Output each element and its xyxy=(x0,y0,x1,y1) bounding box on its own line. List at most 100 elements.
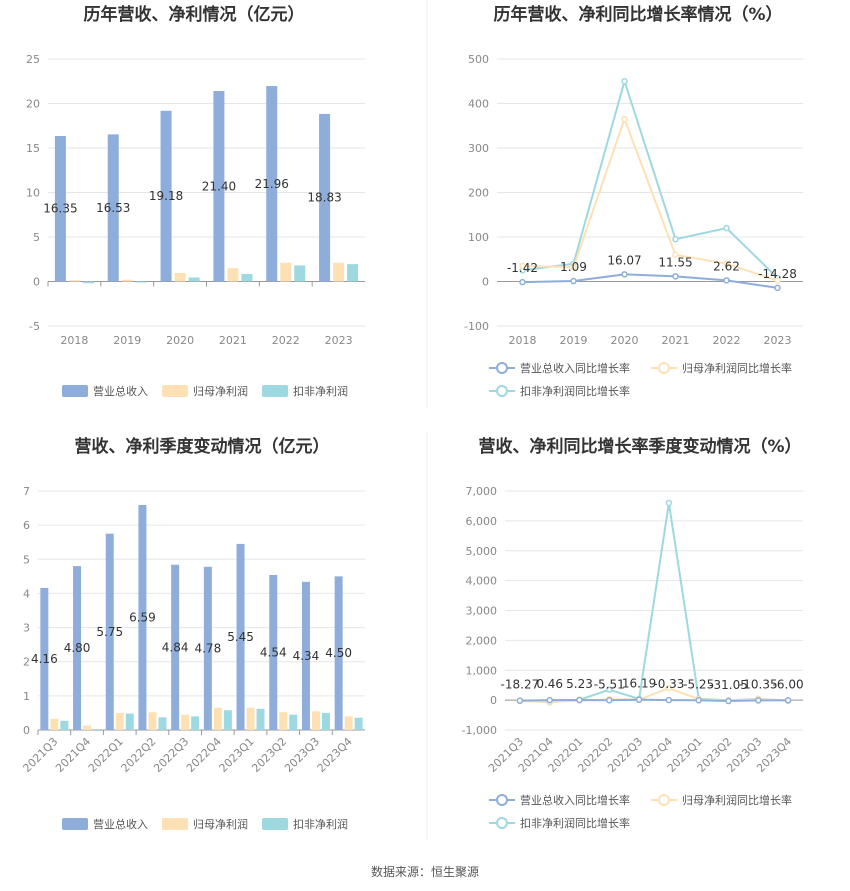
legend-swatch-0 xyxy=(62,818,88,830)
x-tick-label: 2021 xyxy=(662,334,690,347)
legend-label-0: 营业总收入 xyxy=(93,817,148,831)
bar-data-label: 16.53 xyxy=(96,201,130,215)
bar-1-2023 xyxy=(333,262,345,282)
x-tick-label: 2021 xyxy=(219,334,247,347)
legend-label-2: 扣非净利润同比增长率 xyxy=(520,384,630,398)
y-tick-label: 2 xyxy=(23,656,30,669)
x-tick-label: 2023 xyxy=(764,334,792,347)
x-tick-label: 2022Q2 xyxy=(119,735,159,775)
bar-0-2023Q3 xyxy=(301,581,310,730)
bar-2-2022Q1 xyxy=(125,713,134,730)
line-data-label: -18.27 xyxy=(501,678,540,692)
series-point-1 xyxy=(672,251,679,259)
series-point-0 xyxy=(723,277,730,284)
line-data-label: -5.25 xyxy=(683,677,714,691)
y-tick-label: 100 xyxy=(468,231,489,244)
series-point-0 xyxy=(774,284,781,292)
bar-1-2022Q2 xyxy=(148,712,157,730)
x-tick-label: 2023Q4 xyxy=(315,735,355,775)
series-line-0 xyxy=(519,698,789,703)
series-point-0 xyxy=(665,696,673,704)
x-tick-label: 2020 xyxy=(611,334,639,347)
data-source-note: 数据来源：恒生聚源 xyxy=(371,864,479,879)
series-point-2 xyxy=(723,224,730,232)
bar-data-label: 4.16 xyxy=(31,652,58,666)
x-tick-label: 2023Q3 xyxy=(282,735,322,775)
bar-0-2021Q4 xyxy=(73,566,82,730)
series-point-0 xyxy=(695,697,702,704)
y-tick-label: -1,000 xyxy=(462,724,497,737)
bar-0-2022Q1 xyxy=(105,533,114,730)
chart-2-title: 历年营收、净利同比增长率情况（%） xyxy=(493,4,782,25)
bar-data-label: 5.45 xyxy=(227,630,254,644)
legend-label-1: 归母净利润同比增长率 xyxy=(682,793,792,807)
x-tick-label: 2021Q4 xyxy=(53,735,93,775)
legend-label-0: 营业总收入同比增长率 xyxy=(520,361,630,375)
x-tick-label: 2019 xyxy=(113,334,141,347)
bar-2-2022Q3 xyxy=(191,716,200,730)
legend-label-1: 归母净利润同比增长率 xyxy=(682,361,792,375)
legend-marker-1 xyxy=(658,362,670,374)
legend-marker-2 xyxy=(496,817,508,829)
y-tick-label: 3,000 xyxy=(466,605,498,618)
bar-data-label: 4.84 xyxy=(162,640,189,654)
y-tick-label: 5 xyxy=(33,231,40,244)
bar-data-label: 19.18 xyxy=(149,189,183,203)
bar-data-label: 18.83 xyxy=(307,191,341,205)
series-point-0 xyxy=(606,697,613,704)
bar-data-label: 4.54 xyxy=(260,645,287,659)
bar-0-2021Q3 xyxy=(40,587,49,730)
bar-2-2022Q4 xyxy=(223,710,232,730)
line-data-label: -0.33 xyxy=(653,677,684,691)
line-data-label: 16.19 xyxy=(622,677,656,691)
series-point-1 xyxy=(621,115,628,123)
bar-1-2023Q1 xyxy=(246,707,255,730)
y-tick-label: 0 xyxy=(33,276,40,289)
y-tick-label: 0 xyxy=(482,276,489,289)
series-point-0 xyxy=(784,697,792,704)
legend-label-0: 营业总收入同比增长率 xyxy=(520,793,630,807)
x-tick-label: 2018 xyxy=(509,334,537,347)
line-data-label: -6.00 xyxy=(773,677,804,691)
line-data-label: 11.55 xyxy=(658,255,692,269)
bar-2-2023Q3 xyxy=(321,712,330,730)
series-point-2 xyxy=(606,686,613,693)
bar-2-2023Q4 xyxy=(354,717,363,730)
y-tick-label: 5,000 xyxy=(466,545,498,558)
series-point-0 xyxy=(621,271,628,278)
bar-data-label: 21.40 xyxy=(202,179,236,193)
y-tick-label: 20 xyxy=(26,98,40,111)
series-line-2 xyxy=(522,77,779,279)
bar-1-2023Q4 xyxy=(344,716,353,730)
legend-label-2: 扣非净利润 xyxy=(293,817,348,831)
x-tick-label: 2022Q3 xyxy=(151,735,191,775)
series-point-0 xyxy=(755,697,762,704)
y-tick-label: 5 xyxy=(23,553,30,566)
bar-2-2023Q2 xyxy=(289,714,298,730)
bar-1-2022Q4 xyxy=(213,707,222,730)
series-point-2 xyxy=(672,235,679,243)
y-tick-label: -5 xyxy=(29,320,40,333)
bar-0-2022 xyxy=(266,86,278,282)
x-tick-label: 2022 xyxy=(713,334,741,347)
legend-label-1: 归母净利润 xyxy=(193,384,248,398)
x-tick-label: 2022Q4 xyxy=(184,735,224,775)
bar-data-label: 6.59 xyxy=(129,610,156,624)
bar-0-2023Q4 xyxy=(334,576,343,730)
bar-2-2021 xyxy=(241,273,253,282)
line-data-label: 0.46 xyxy=(536,677,563,691)
x-tick-label: 2018 xyxy=(60,334,88,347)
bar-2-2022 xyxy=(294,265,306,282)
series-point-0 xyxy=(635,696,643,703)
y-tick-label: 500 xyxy=(468,53,489,66)
series-point-0 xyxy=(546,696,553,704)
y-tick-label: 4 xyxy=(23,587,30,600)
bar-1-2019 xyxy=(121,279,133,282)
legend-swatch-1 xyxy=(162,818,188,830)
x-tick-label: 2023Q1 xyxy=(217,735,257,775)
legend-swatch-2 xyxy=(262,385,288,397)
y-tick-label: 200 xyxy=(468,187,489,200)
series-point-2 xyxy=(665,499,673,507)
x-tick-label: 2020 xyxy=(166,334,194,347)
